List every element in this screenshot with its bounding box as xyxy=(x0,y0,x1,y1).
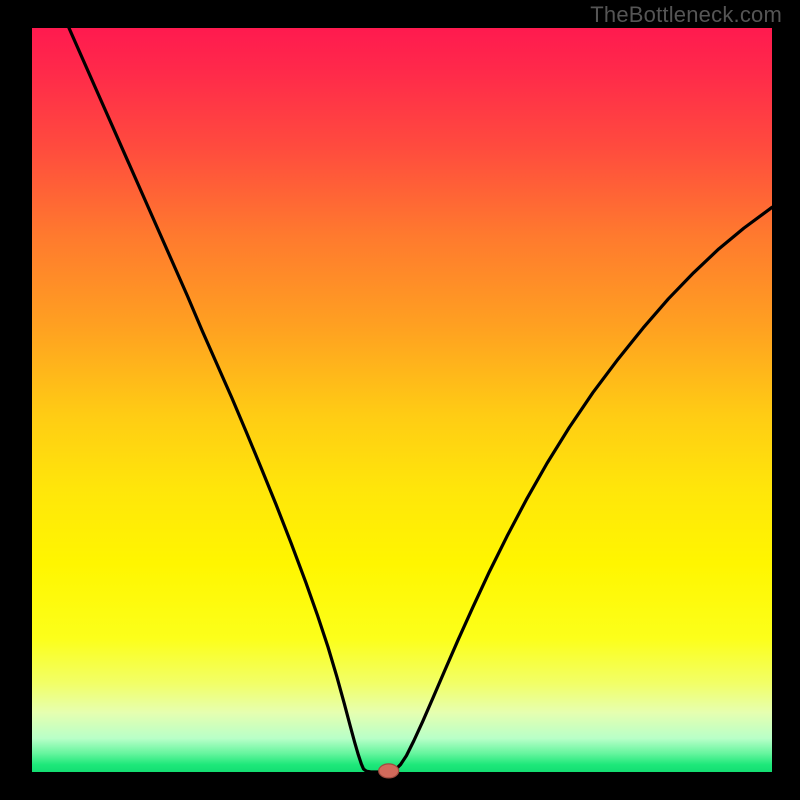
watermark-text: TheBottleneck.com xyxy=(590,2,782,28)
plot-background xyxy=(32,28,772,772)
chart-svg xyxy=(0,0,800,800)
optimal-marker xyxy=(379,764,399,778)
chart-frame: TheBottleneck.com xyxy=(0,0,800,800)
